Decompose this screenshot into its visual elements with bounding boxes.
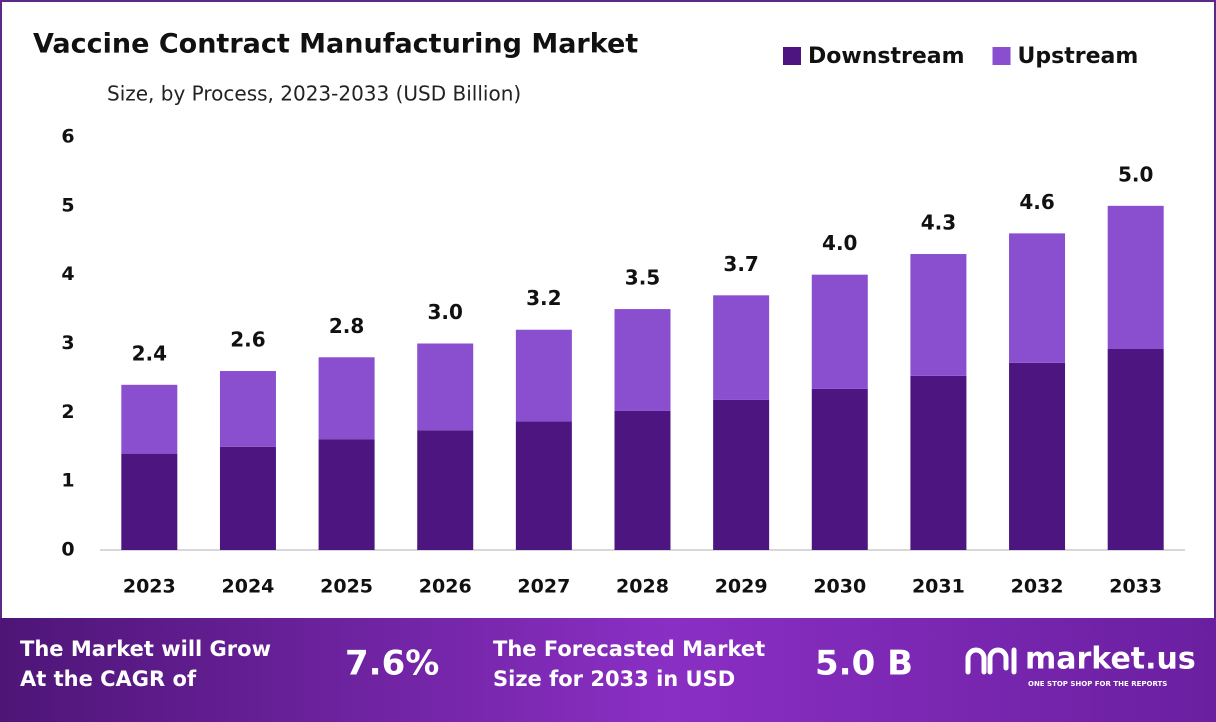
brand-logo (965, 647, 1017, 675)
footer: The Market will Grow At the CAGR of 7.6%… (20, 637, 1196, 691)
bar-segment (318, 439, 375, 550)
bar-segment (1107, 205, 1164, 350)
x-tick-label: 2024 (222, 576, 275, 598)
x-tick-label: 2032 (1011, 576, 1064, 598)
bar-segment (1009, 362, 1066, 550)
total-label: 4.6 (1019, 190, 1054, 214)
y-tick-label: 2 (61, 401, 74, 423)
total-label: 2.4 (132, 341, 167, 365)
total-label: 3.7 (723, 252, 758, 276)
bar-segment (318, 357, 375, 440)
y-tick-label: 3 (61, 332, 74, 354)
x-tick-label: 2025 (320, 576, 373, 598)
bar-segment (121, 384, 178, 454)
x-tick-label: 2029 (715, 576, 768, 598)
bar-segment (713, 399, 770, 550)
cagr-text: At the CAGR of (20, 667, 197, 691)
y-tick-label: 0 (61, 539, 74, 561)
bar-segment (910, 254, 967, 376)
legend-swatch (783, 47, 801, 65)
legend-swatch (992, 47, 1011, 65)
bar-segment (121, 453, 178, 550)
total-label: 2.8 (329, 314, 364, 338)
y-tick-label: 1 (61, 470, 74, 492)
bar-segment (811, 388, 868, 550)
total-label: 4.0 (822, 231, 857, 255)
chart-title: Vaccine Contract Manufacturing Market (33, 29, 638, 60)
bar-segment (417, 430, 474, 550)
cagr-value: 7.6% (345, 644, 439, 684)
legend-label: Upstream (1018, 44, 1139, 69)
total-label: 3.5 (625, 266, 660, 290)
total-label: 2.6 (230, 328, 265, 352)
bar-segment (614, 309, 671, 411)
bar-segment (515, 421, 572, 550)
forecast-value: 5.0 B (815, 644, 913, 684)
bar-segment (417, 343, 474, 431)
bar-segment (1107, 349, 1164, 550)
bar-segment (515, 329, 572, 422)
bar-segment (614, 410, 671, 550)
legend-label: Downstream (808, 44, 965, 69)
x-tick-label: 2027 (517, 576, 570, 598)
y-tick-label: 5 (61, 194, 74, 216)
bar-segment (713, 295, 770, 400)
forecast-text: Size for 2033 in USD (493, 667, 735, 691)
forecast-text: The Forecasted Market (493, 637, 765, 661)
bar-segment (811, 274, 868, 389)
chart-subtitle: Size, by Process, 2023-2033 (USD Billion… (107, 82, 521, 106)
bar-segment (219, 446, 276, 550)
total-label: 3.2 (526, 286, 561, 310)
bar-segment (910, 375, 967, 550)
total-label: 5.0 (1118, 162, 1153, 186)
cagr-text: The Market will Grow (20, 637, 271, 661)
x-tick-label: 2026 (419, 576, 472, 598)
total-label: 3.0 (428, 300, 463, 324)
bar-segment (219, 371, 276, 447)
brand: market.us (1025, 642, 1196, 677)
bar-segment (1009, 233, 1066, 363)
total-label: 4.3 (921, 211, 956, 235)
x-tick-label: 2030 (813, 576, 866, 598)
x-tick-label: 2023 (123, 576, 176, 598)
y-tick-label: 6 (61, 126, 74, 148)
y-tick-label: 4 (61, 263, 74, 285)
x-tick-label: 2033 (1109, 576, 1162, 598)
tagline: ONE STOP SHOP FOR THE REPORTS (1028, 680, 1167, 688)
x-tick-label: 2031 (912, 576, 965, 598)
x-tick-label: 2028 (616, 576, 669, 598)
